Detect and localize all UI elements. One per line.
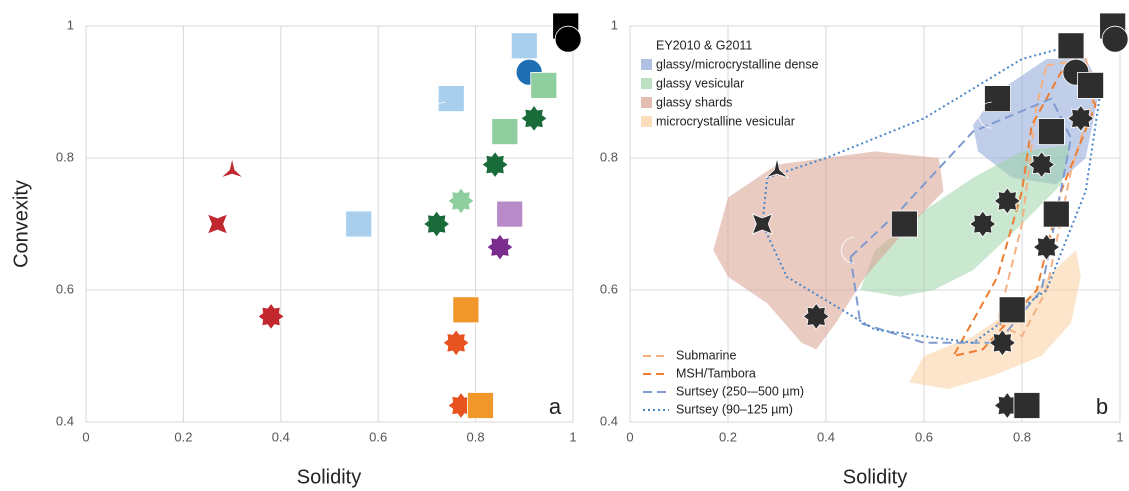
marker (295, 237, 310, 264)
legend-swatch (641, 97, 652, 108)
marker (765, 158, 789, 179)
y-tick-label: 1 (67, 17, 74, 32)
marker (432, 101, 446, 129)
marker (520, 104, 548, 133)
legend-label: Submarine (676, 348, 736, 362)
plot-area (85, 25, 574, 423)
marker (491, 118, 519, 145)
legend-label: glassy/microcrystalline dense (656, 57, 819, 71)
x-tick-label: 0.2 (174, 429, 192, 444)
marker (496, 200, 524, 228)
marker (969, 210, 997, 238)
marker (1013, 392, 1041, 419)
x-tick-label: 0.2 (719, 429, 737, 444)
legend-label: MSH/Tambora (676, 366, 756, 380)
marker (891, 210, 918, 238)
legend-label: glassy shards (656, 95, 732, 109)
marker (345, 210, 373, 238)
marker (442, 329, 470, 357)
marker (978, 101, 992, 129)
marker (1057, 32, 1085, 60)
region (860, 144, 1071, 297)
marker (481, 150, 509, 179)
marker (486, 233, 514, 261)
y-tick-label: 0.4 (600, 413, 618, 428)
marker (1077, 72, 1104, 99)
legend-label: Surtsey (250-–500 µm) (676, 384, 804, 398)
x-axis-title: Solidity (297, 466, 361, 488)
x-tick-label: 1 (1116, 429, 1123, 444)
y-tick-label: 0.6 (600, 281, 618, 296)
marker (1038, 118, 1065, 145)
legend-title: EY2010 & G2011 (656, 38, 752, 52)
legend-label: microcrystalline vesicular (656, 114, 795, 128)
y-tick-label: 0.8 (600, 149, 618, 164)
outline (951, 64, 1097, 358)
marker (802, 302, 830, 331)
marker (452, 296, 480, 324)
region (909, 250, 1081, 389)
panel-label: b (1096, 394, 1108, 419)
marker (257, 302, 285, 331)
panel-label: a (549, 394, 562, 419)
x-tick-label: 0.6 (915, 429, 933, 444)
legend-label: glassy vesicular (656, 76, 744, 90)
marker (993, 187, 1021, 215)
marker (530, 72, 558, 99)
marker (1027, 150, 1056, 179)
legend-label: Surtsey (90–125 µm) (676, 402, 793, 416)
x-axis-title: Solidity (843, 466, 907, 488)
marker (1042, 200, 1070, 228)
marker (510, 32, 538, 60)
marker (554, 25, 582, 53)
legend-swatch (641, 116, 652, 127)
marker (751, 213, 773, 235)
x-tick-label: 0 (82, 429, 89, 444)
marker (988, 329, 1017, 357)
x-tick-label: 1 (569, 429, 576, 444)
marker (437, 85, 465, 112)
y-axis-title: Convexity (10, 180, 32, 268)
y-tick-label: 1 (611, 17, 618, 32)
marker (984, 85, 1011, 112)
x-tick-label: 0 (626, 429, 633, 444)
x-tick-label: 0.4 (817, 429, 835, 444)
marker (467, 392, 494, 419)
y-tick-label: 0.8 (56, 149, 74, 164)
marker (841, 237, 855, 264)
legend-swatch (641, 78, 652, 89)
y-tick-label: 0.4 (56, 413, 74, 428)
marker (1101, 25, 1129, 53)
y-tick-label: 0.6 (56, 281, 74, 296)
x-tick-label: 0.4 (272, 429, 290, 444)
legend-swatch (641, 59, 652, 70)
marker (422, 210, 451, 238)
marker (447, 187, 475, 215)
marker (1067, 104, 1095, 133)
outline (761, 44, 1102, 344)
marker (206, 213, 229, 235)
x-tick-label: 0.6 (369, 429, 387, 444)
marker (998, 296, 1026, 324)
marker (1032, 233, 1061, 261)
marker (220, 158, 244, 179)
region (713, 151, 944, 350)
x-tick-label: 0.8 (467, 429, 485, 444)
x-tick-label: 0.8 (1013, 429, 1031, 444)
